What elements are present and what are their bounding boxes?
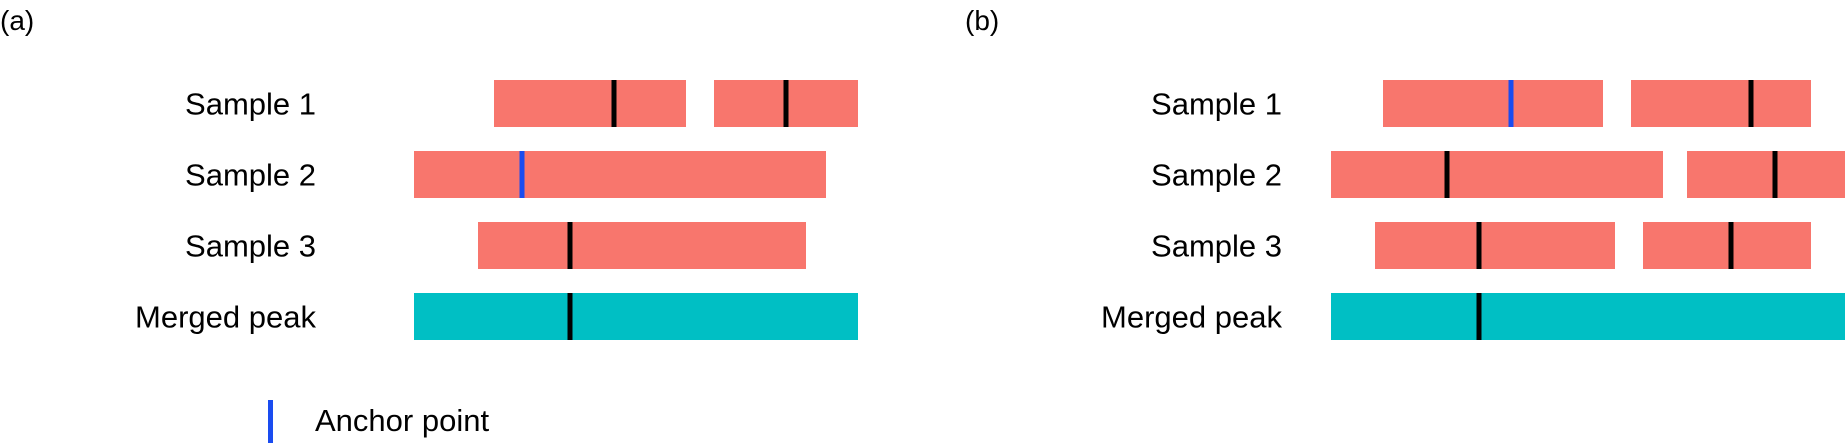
anchor-point-swatch xyxy=(268,400,273,443)
row-sample-2: Sample 2 xyxy=(185,151,826,198)
row-merged-peak: Merged peak xyxy=(1101,293,1845,340)
summit-marker xyxy=(1772,151,1778,198)
summit-marker xyxy=(783,80,789,127)
summit-marker xyxy=(1476,293,1482,340)
summit-marker xyxy=(611,80,617,127)
row-merged-peak: Merged peak xyxy=(135,293,858,340)
row-label: Sample 3 xyxy=(185,229,316,264)
panel-label: (b) xyxy=(965,5,999,36)
legend: Anchor point xyxy=(268,400,489,443)
row-sample-1: Sample 1 xyxy=(185,80,858,127)
summit-marker xyxy=(1476,222,1482,269)
merged-peak-interval xyxy=(414,293,858,340)
summit-marker xyxy=(567,222,573,269)
sample-peak-interval xyxy=(1687,151,1845,198)
row-label: Sample 1 xyxy=(185,87,316,122)
row-label: Sample 2 xyxy=(1151,158,1282,193)
anchor-point-marker xyxy=(1508,80,1514,127)
row-sample-2: Sample 2 xyxy=(1151,151,1845,198)
row-sample-3: Sample 3 xyxy=(1151,222,1811,269)
sample-peak-interval xyxy=(478,222,806,269)
panel-a: (a) Sample 1 Sample 2 Sample 3 Merged peak xyxy=(0,5,858,340)
summit-marker xyxy=(1748,80,1754,127)
row-label: Sample 2 xyxy=(185,158,316,193)
summit-marker xyxy=(1728,222,1734,269)
row-label: Sample 1 xyxy=(1151,87,1282,122)
summit-marker xyxy=(567,293,573,340)
panel-b: (b) Sample 1 Sample 2 Sample 3 Merged peak xyxy=(965,5,1845,340)
anchor-point-marker xyxy=(519,151,525,198)
merged-peak-interval xyxy=(1331,293,1845,340)
panel-label: (a) xyxy=(0,5,34,36)
row-label: Merged peak xyxy=(1101,300,1282,335)
row-sample-1: Sample 1 xyxy=(1151,80,1811,127)
row-label: Sample 3 xyxy=(1151,229,1282,264)
legend-label: Anchor point xyxy=(315,403,489,438)
sample-peak-interval xyxy=(414,151,826,198)
row-label: Merged peak xyxy=(135,300,316,335)
sample-peak-interval xyxy=(1331,151,1663,198)
sample-peak-interval xyxy=(1631,80,1811,127)
sample-peak-interval xyxy=(1375,222,1615,269)
sample-peak-interval xyxy=(494,80,686,127)
row-sample-3: Sample 3 xyxy=(185,222,806,269)
sample-peak-interval xyxy=(1643,222,1811,269)
summit-marker xyxy=(1444,151,1450,198)
sample-peak-interval xyxy=(1383,80,1603,127)
